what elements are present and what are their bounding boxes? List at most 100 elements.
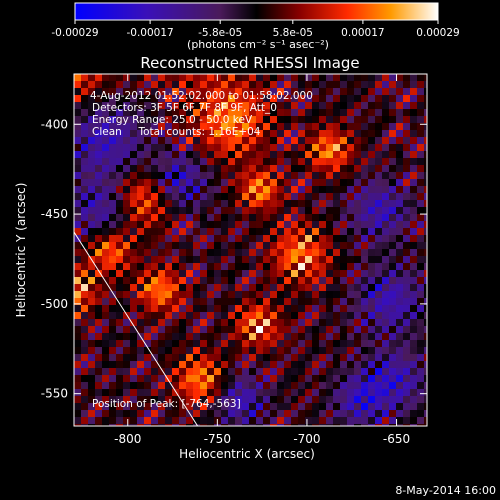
heatmap-cell [235,361,243,369]
heatmap-cell [235,95,243,103]
heatmap-cell [291,417,299,425]
heatmap-cell [347,382,355,390]
heatmap-cell [270,137,278,145]
heatmap-cell [95,193,103,201]
heatmap-cell [375,221,383,229]
heatmap-cell [123,305,131,313]
heatmap-cell [347,116,355,124]
heatmap-cell [403,109,411,117]
heatmap-cell [228,81,236,89]
heatmap-cell [116,151,124,159]
heatmap-cell [410,354,418,362]
heatmap-cell [354,347,362,355]
heatmap-cell [298,382,306,390]
heatmap-cell [305,256,313,264]
heatmap-cell [235,214,243,222]
heatmap-cell [130,221,138,229]
heatmap-cell [333,116,341,124]
heatmap-cell [368,277,376,285]
heatmap-cell [172,410,180,418]
heatmap-cell [319,396,327,404]
heatmap-cell [410,123,418,131]
heatmap-cell [242,396,250,404]
heatmap-cell [81,102,89,110]
heatmap-cell [424,298,427,306]
heatmap-cell [326,200,334,208]
heatmap-cell [214,158,222,166]
heatmap-cell [270,249,278,257]
heatmap-cell [130,354,138,362]
heatmap-cell [144,102,152,110]
heatmap-cell [144,144,152,152]
heatmap-cell [228,256,236,264]
heatmap-cell [291,340,299,348]
heatmap-cell [256,389,264,397]
heatmap-cell [361,284,369,292]
heatmap-cell [354,137,362,145]
heatmap-cell [214,256,222,264]
heatmap-cell [347,417,355,425]
heatmap-cell [368,130,376,138]
heatmap-cell [172,382,180,390]
heatmap-cell [214,312,222,320]
heatmap-cell [109,165,117,173]
heatmap-cell [410,228,418,236]
heatmap-cell [88,193,96,201]
heatmap-cell [354,235,362,243]
heatmap-cell [263,298,271,306]
heatmap-cell [291,200,299,208]
heatmap-cell [375,172,383,180]
heatmap-cell [417,340,425,348]
heatmap-cell [235,130,243,138]
heatmap-cell [298,319,306,327]
heatmap-cell [179,179,187,187]
heatmap-cell [375,256,383,264]
heatmap-cell [193,200,201,208]
heatmap-cell [298,403,306,411]
heatmap-cell [179,347,187,355]
heatmap-cell [319,382,327,390]
heatmap-cell [305,81,313,89]
heatmap-cell [270,165,278,173]
heatmap-cell [410,116,418,124]
heatmap-cell [123,144,131,152]
heatmap-cell [340,158,348,166]
heatmap-cell [333,158,341,166]
heatmap-cell [410,284,418,292]
heatmap-cell [382,228,390,236]
heatmap-cell [109,396,117,404]
heatmap-cell [298,123,306,131]
heatmap-cell [424,130,427,138]
heatmap-cell [354,144,362,152]
heatmap-cell [277,249,285,257]
heatmap-cell [179,249,187,257]
heatmap-cell [123,326,131,334]
heatmap-cell [403,326,411,334]
heatmap-cell [207,263,215,271]
heatmap-cell [270,95,278,103]
heatmap-cell [235,137,243,145]
heatmap-cell [172,158,180,166]
heatmap-cell [326,151,334,159]
heatmap-cell [270,123,278,131]
heatmap-cell [116,326,124,334]
heatmap-cell [207,319,215,327]
heatmap-cell [263,242,271,250]
heatmap-cell [361,277,369,285]
heatmap-cell [249,137,257,145]
heatmap-cell [298,305,306,313]
heatmap-cell [116,130,124,138]
heatmap-cell [207,207,215,215]
heatmap-cell [417,291,425,299]
heatmap-cell [95,207,103,215]
heatmap-cell [242,382,250,390]
heatmap-cell [95,326,103,334]
heatmap-cell [179,214,187,222]
heatmap-cell [326,179,334,187]
heatmap-cell [326,326,334,334]
heatmap-cell [102,424,110,426]
heatmap-cell [319,354,327,362]
heatmap-cell [403,277,411,285]
heatmap-cell [158,81,166,89]
heatmap-cell [137,326,145,334]
